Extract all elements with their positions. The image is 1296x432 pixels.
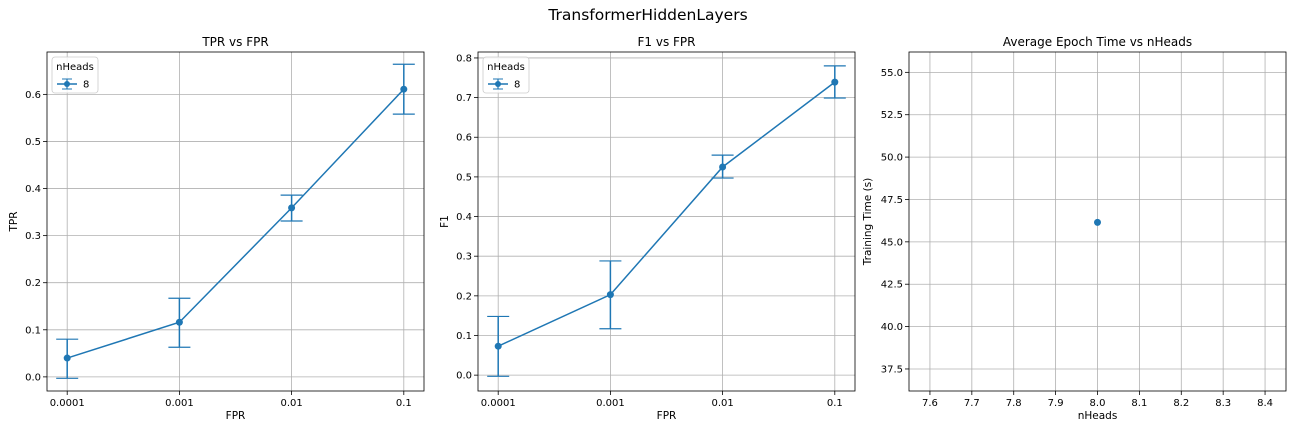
- y-tick-label: 0.0: [25, 372, 41, 383]
- y-tick-label: 50.0: [881, 153, 903, 164]
- y-tick-label: 0.1: [25, 325, 41, 336]
- y-tick-label: 40.0: [881, 322, 903, 333]
- x-tick-label: 0.1: [827, 398, 843, 409]
- x-tick-label: 8.2: [1173, 398, 1189, 409]
- x-tick-label: 0.1: [396, 398, 412, 409]
- x-tick-label: 8.1: [1131, 398, 1147, 409]
- y-axis-label: F1: [439, 215, 451, 228]
- data-point: [494, 342, 502, 350]
- legend-title: nHeads: [487, 62, 525, 73]
- y-tick-label: 0.4: [456, 212, 472, 223]
- x-tick-label: 0.001: [165, 398, 194, 409]
- y-tick-label: 0.5: [25, 137, 41, 148]
- x-tick-label: 0.001: [596, 398, 625, 409]
- y-tick-label: 0.2: [456, 291, 472, 302]
- x-tick-label: 0.01: [280, 398, 302, 409]
- y-tick-label: 0.6: [456, 133, 472, 144]
- y-tick-label: 0.3: [456, 252, 472, 263]
- legend-marker: [495, 81, 501, 87]
- legend: nHeads 8: [51, 56, 99, 94]
- data-point: [175, 318, 183, 326]
- x-tick-label: 8.4: [1257, 398, 1273, 409]
- series-line: [497, 81, 836, 347]
- y-tick-label: 0.0: [456, 371, 472, 382]
- data-point: [400, 85, 408, 93]
- x-tick-label: 0.0001: [481, 398, 516, 409]
- legend-marker: [64, 81, 70, 87]
- series-line: [66, 88, 405, 359]
- y-tick-label: 0.6: [25, 90, 41, 101]
- x-tick-label: 8.0: [1090, 398, 1106, 409]
- y-tick-label: 0.4: [25, 184, 41, 195]
- legend-entry-label: 8: [514, 80, 520, 91]
- chart-title: Average Epoch Time vs nHeads: [1003, 35, 1192, 49]
- figure-suptitle: TransformerHiddenLayers: [548, 6, 748, 24]
- y-tick-label: 45.0: [881, 237, 903, 248]
- axes-frame: [46, 51, 425, 392]
- y-tick-label: 42.5: [881, 280, 903, 291]
- x-tick-label: 0.01: [711, 398, 733, 409]
- legend-title: nHeads: [56, 62, 94, 73]
- x-tick-label: 7.6: [922, 398, 938, 409]
- x-tick-label: 7.8: [1006, 398, 1022, 409]
- data-point: [831, 78, 839, 86]
- x-axis-label: nHeads: [1078, 410, 1118, 422]
- chart-panel-2: 0.0001 0.001 0.01 0.1 0.0 0.1 0.2 0.3 0.4 0.5 0.6 0…: [439, 35, 856, 422]
- y-tick-label: 37.5: [881, 364, 903, 375]
- y-tick-label: 0.3: [25, 231, 41, 242]
- chart-panel-3: 7.6 7.7 7.8 7.9 8.0 8.1 8.2 8.3 8.4 37.5 40.0 42.5 4…: [862, 35, 1287, 422]
- legend-entry-label: 8: [83, 80, 89, 91]
- axes-frame: [477, 51, 856, 392]
- y-tick-label: 52.5: [881, 110, 903, 121]
- y-tick-label: 0.8: [456, 53, 472, 64]
- data-point: [719, 163, 727, 171]
- chart-title: F1 vs FPR: [638, 35, 696, 49]
- x-tick-label: 7.7: [964, 398, 980, 409]
- y-tick-label: 0.5: [456, 172, 472, 183]
- chart-title: TPR vs FPR: [201, 35, 268, 49]
- data-point: [288, 204, 296, 212]
- x-tick-label: 8.3: [1215, 398, 1231, 409]
- data-point: [63, 354, 71, 362]
- legend: nHeads 8: [482, 56, 530, 94]
- y-tick-label: 0.7: [456, 93, 472, 104]
- y-axis-label: Training Time (s): [862, 178, 874, 266]
- x-tick-label: 0.0001: [50, 398, 85, 409]
- y-tick-label: 0.1: [456, 331, 472, 342]
- x-axis-label: FPR: [226, 410, 246, 422]
- x-tick-label: 7.9: [1048, 398, 1064, 409]
- y-tick-label: 55.0: [881, 68, 903, 79]
- x-axis-label: FPR: [657, 410, 677, 422]
- data-point: [1094, 218, 1101, 226]
- data-point: [606, 291, 614, 299]
- y-tick-label: 47.5: [881, 195, 903, 206]
- y-axis-label: TPR: [8, 211, 20, 232]
- y-tick-label: 0.2: [25, 278, 41, 289]
- chart-panel-1: 0.0001 0.001 0.01 0.1 0.0 0.1 0.2 0.3 0.4 0.5 0.6 T…: [8, 35, 425, 422]
